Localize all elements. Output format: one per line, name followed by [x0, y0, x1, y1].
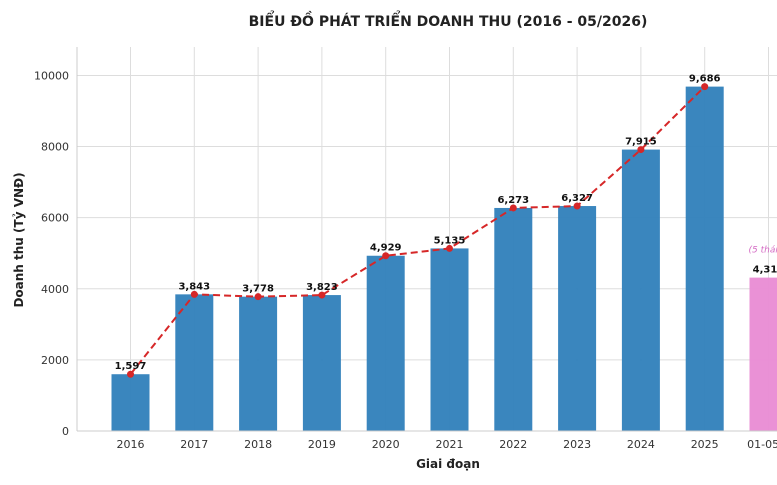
bar	[685, 86, 724, 431]
trend-polyline	[129, 85, 706, 375]
y-tick-label: 6000	[41, 212, 69, 225]
bar	[430, 248, 469, 431]
bar-value-label: 1,597	[115, 361, 147, 372]
y-tick-label: 4000	[41, 283, 69, 296]
x-tick-label: 2017	[180, 438, 208, 451]
x-tick-label: 2023	[563, 438, 591, 451]
bar-value-label: 9,686	[689, 74, 721, 85]
trend-point	[318, 291, 326, 299]
axes: 0 2000 4000 6000 8000 10000 2016 2017 2018 2019 20…	[34, 47, 777, 451]
trend-point	[637, 146, 645, 154]
bar-value-label: 6,327	[561, 193, 593, 204]
x-tick-label: 2022	[499, 438, 527, 451]
bar-value-label: 5,135	[434, 235, 466, 246]
x-tick-label: 2019	[308, 438, 336, 451]
y-tick-label: 8000	[41, 141, 69, 154]
bar	[239, 296, 278, 431]
trend-point	[446, 244, 453, 252]
trend-point	[701, 83, 709, 91]
partial-period-note: (5 tháng đầ	[749, 245, 777, 256]
bar	[366, 255, 405, 431]
bar	[111, 374, 150, 431]
x-tick-label: 2021	[436, 438, 464, 451]
bar	[494, 207, 533, 431]
bar-value-label: 3,823	[306, 282, 338, 293]
chart-title: BIỂU ĐỒ PHÁT TRIỂN DOANH THU (2016 - 05/…	[249, 10, 648, 30]
x-tick-label: 2016	[117, 438, 145, 451]
x-axis-label: Giai đoạn	[416, 457, 480, 471]
bar	[302, 295, 341, 431]
bar-value-label: 3,843	[178, 281, 210, 292]
bar-value-label: 3,778	[242, 284, 274, 295]
trend-point	[382, 252, 390, 260]
x-tick-label: 2024	[627, 438, 655, 451]
trend-point	[190, 290, 198, 298]
y-tick-label: 2000	[41, 354, 69, 367]
trend-point	[509, 204, 517, 212]
x-tick-label: 01-05/2	[747, 438, 777, 451]
bar-partial-year	[749, 277, 777, 431]
y-axis-label: Doanh thu (Tỷ VNĐ)	[12, 172, 26, 307]
y-tick-label: 10000	[34, 69, 69, 82]
data-labels: 1,597 3,843 3,778 3,823 4,929 5,135 6,273 6,327…	[115, 74, 777, 373]
trend-point	[573, 202, 581, 210]
bar-value-label: 4,929	[370, 243, 402, 254]
bar-value-label: 4,314	[753, 265, 777, 276]
trend-point	[254, 293, 262, 301]
bars	[111, 86, 777, 432]
bar-value-label: 6,273	[497, 195, 529, 206]
bar-value-label: 7,915	[625, 137, 657, 148]
trend-point	[127, 370, 134, 378]
bar	[621, 149, 660, 432]
trend-line	[127, 83, 709, 378]
bar	[175, 294, 214, 431]
x-tick-label: 2018	[244, 438, 272, 451]
bar	[558, 206, 597, 431]
y-tick-label: 0	[62, 425, 69, 438]
x-tick-label: 2025	[691, 438, 719, 451]
x-tick-label: 2020	[372, 438, 400, 451]
